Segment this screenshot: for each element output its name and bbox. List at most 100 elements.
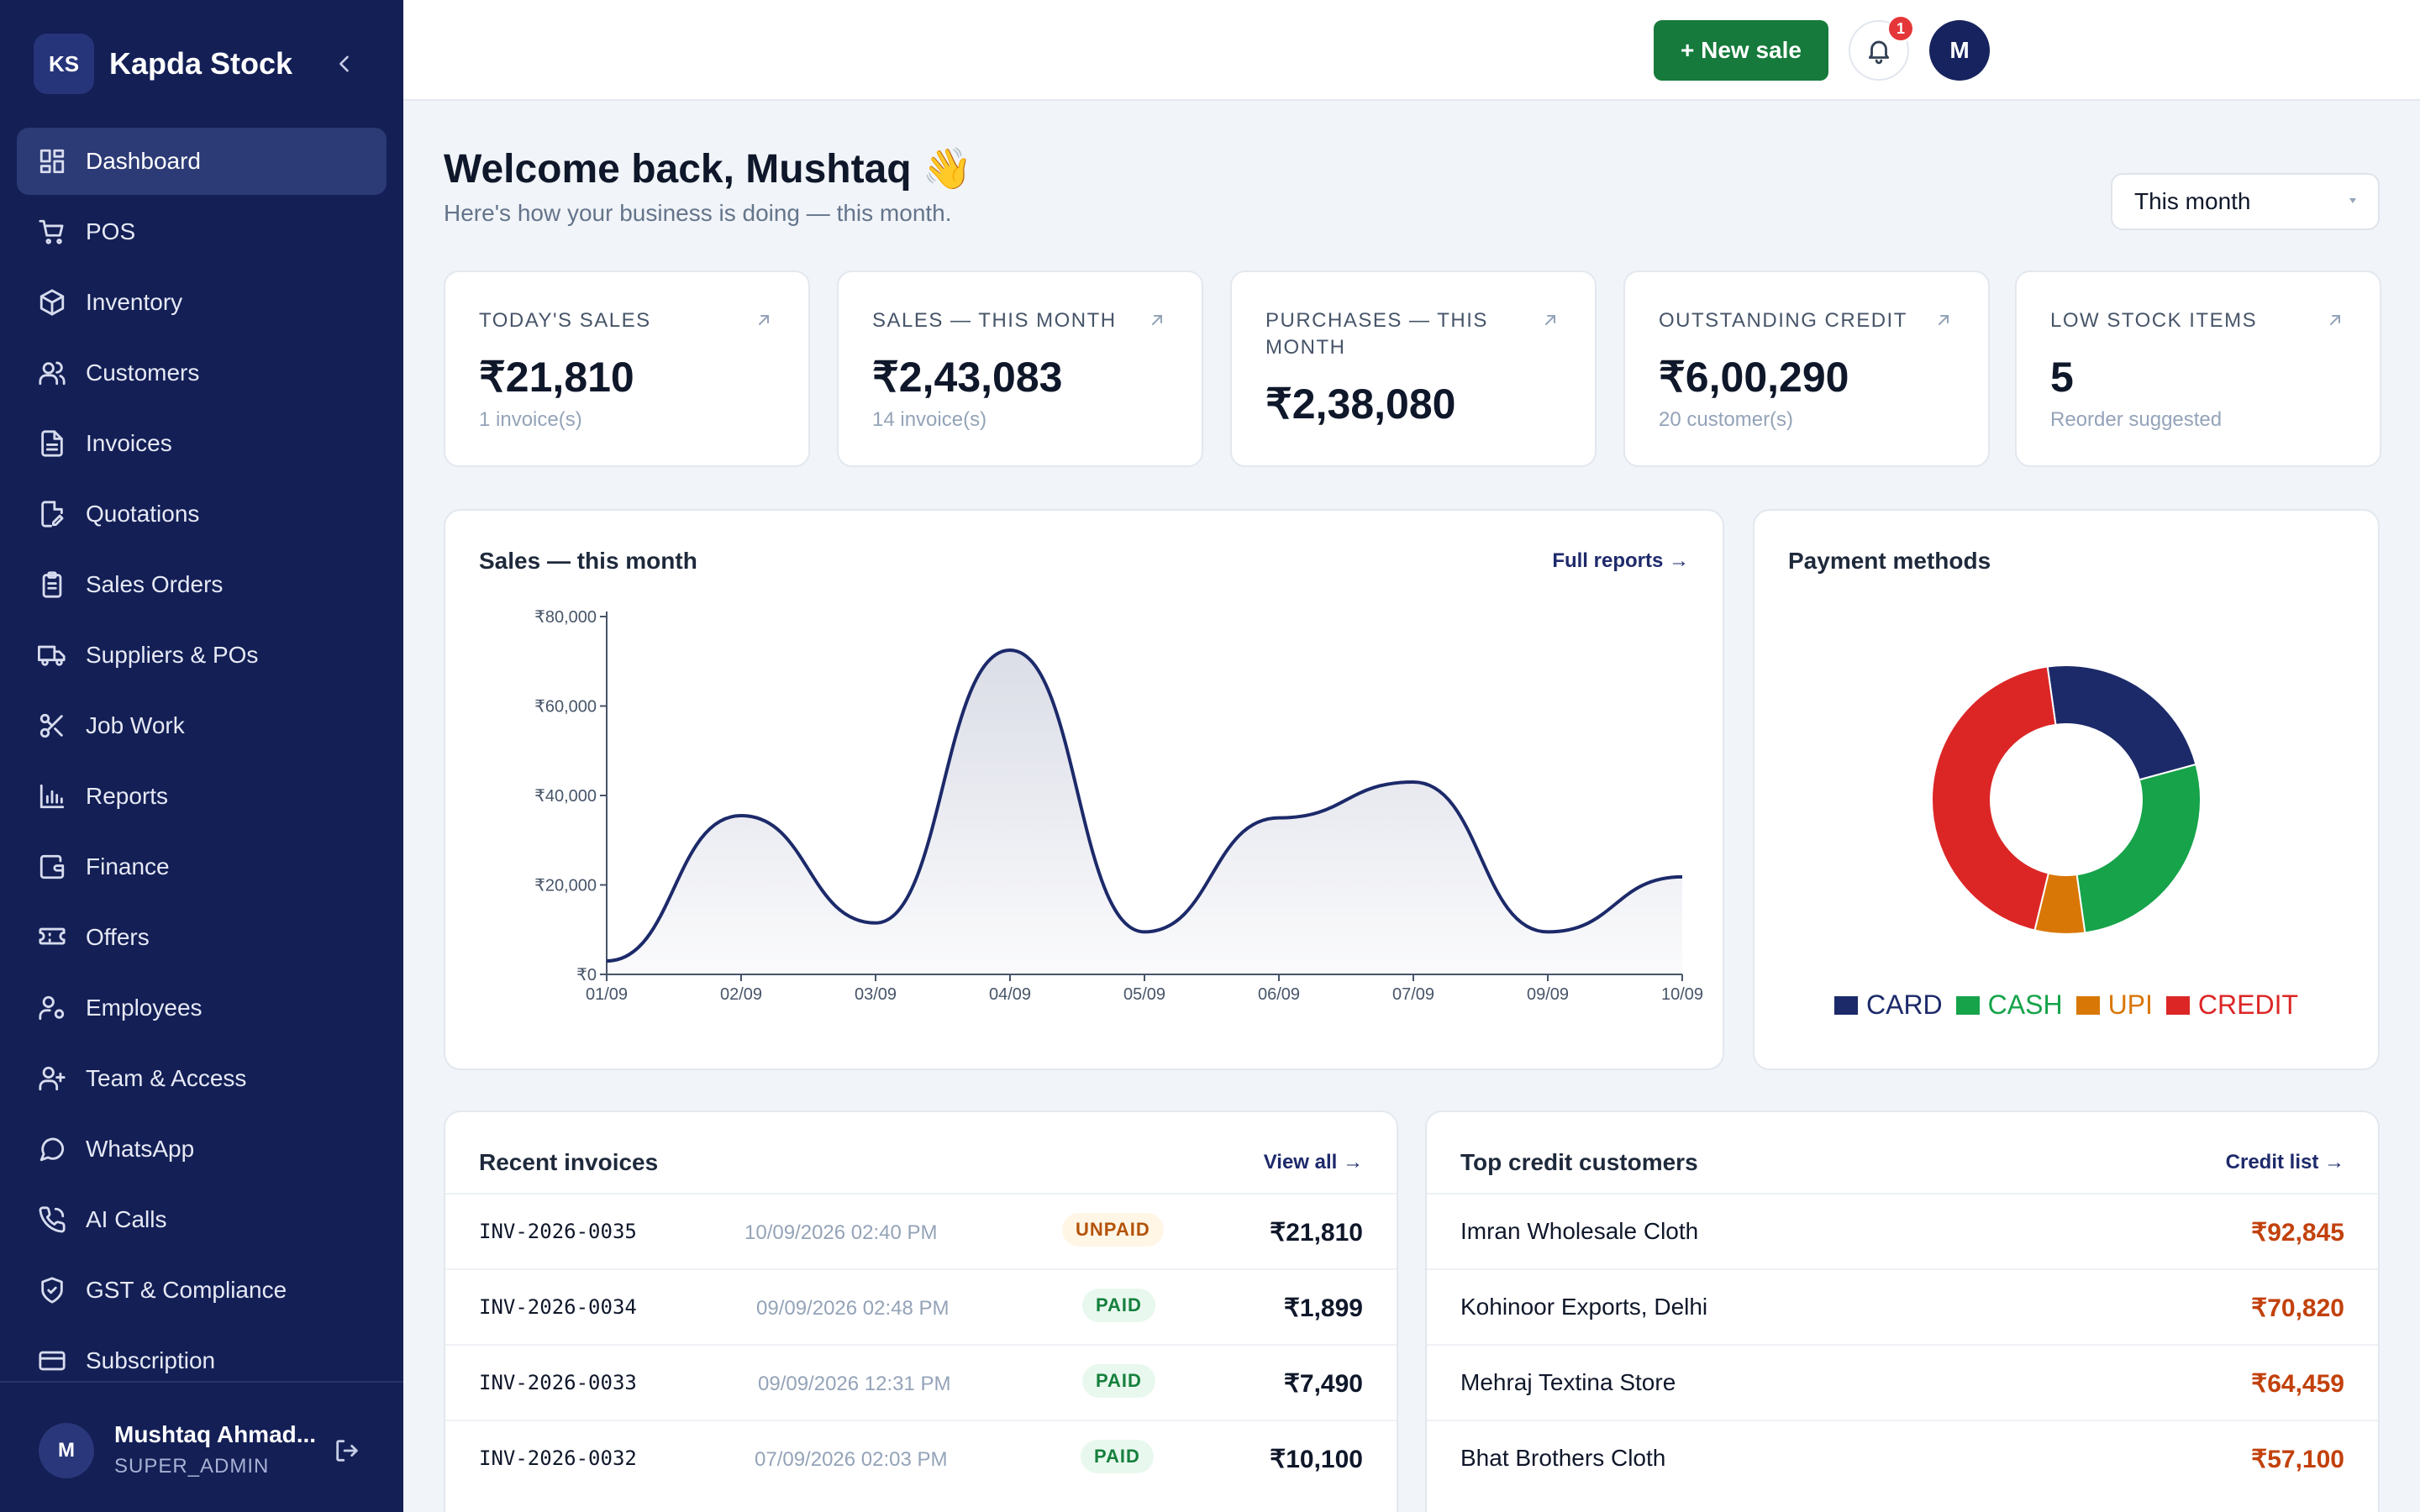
chat-icon [37, 1134, 67, 1164]
table-row[interactable]: INV-2026-0034 09/09/2026 02:48 PM PAID ₹1,8… [445, 1268, 1397, 1344]
invoice-amount: ₹10,100 [1270, 1446, 1363, 1473]
legend-item-upi[interactable]: UPI [2075, 990, 2153, 1021]
sidebar-item-job-work[interactable]: Job Work [17, 692, 387, 759]
table-row[interactable]: INV-2026-0032 07/09/2026 02:03 PM PAID ₹10,… [445, 1420, 1397, 1495]
credit-list-link[interactable]: Credit list → [2225, 1151, 2344, 1173]
sidebar-item-label: Inventory [86, 289, 183, 315]
user-plus-icon [37, 1063, 67, 1094]
donut-slice-card[interactable] [2046, 664, 2197, 781]
arrow-up-right-icon [2326, 311, 2344, 329]
sidebar-item-finance[interactable]: Finance [17, 833, 387, 900]
arrow-up-right-icon [1148, 311, 1166, 329]
sidebar-item-dashboard[interactable]: Dashboard [17, 128, 387, 195]
phone-icon [37, 1205, 67, 1235]
date-range-value: This month [2134, 188, 2251, 214]
payment-methods-panel: Payment methods CARD CASH UPI CREDIT [1753, 509, 2380, 1070]
sidebar-item-label: GST & Compliance [86, 1277, 287, 1303]
sidebar-item-customers[interactable]: Customers [17, 339, 387, 407]
topbar [403, 0, 2420, 101]
list-item[interactable]: Kohinoor Exports, Delhi ₹70,820 [1427, 1268, 2378, 1344]
sidebar-item-label: Team & Access [86, 1065, 247, 1091]
stat-card[interactable]: SALES — THIS MONTH ₹2,43,083 14 invoice(s) [837, 270, 1203, 467]
bar-chart-icon [37, 781, 67, 811]
sidebar-item-label: Employees [86, 995, 203, 1021]
legend-label: UPI [2107, 990, 2153, 1020]
sidebar-item-employees[interactable]: Employees [17, 974, 387, 1042]
legend-label: CARD [1865, 990, 1943, 1020]
stat-value: ₹2,43,083 [872, 354, 1063, 401]
sidebar-item-whatsapp[interactable]: WhatsApp [17, 1116, 387, 1183]
legend-item-credit[interactable]: CREDIT [2165, 990, 2298, 1021]
avatar[interactable]: M [39, 1423, 94, 1478]
credit-customers-title: Top credit customers [1460, 1149, 1698, 1175]
sidebar-item-label: Sales Orders [86, 571, 224, 597]
x-tick-label: 02/09 [720, 985, 762, 1004]
ticket-icon [37, 922, 67, 953]
legend-swatch [2075, 995, 2100, 1015]
stat-card[interactable]: TODAY'S SALES ₹21,810 1 invoice(s) [444, 270, 810, 467]
full-reports-link[interactable]: Full reports → [1552, 549, 1689, 572]
stat-label: SALES — THIS MONTH [872, 309, 1117, 332]
chevron-left-icon [339, 55, 349, 72]
stat-label: OUTSTANDING CREDIT [1659, 309, 1907, 332]
x-tick-label: 10/09 [1661, 985, 1703, 1004]
stat-card[interactable]: LOW STOCK ITEMS 5 Reorder suggested [2015, 270, 2381, 467]
date-range-select[interactable]: This month [2111, 173, 2380, 230]
sales-line [606, 648, 1683, 963]
table-row[interactable]: INV-2026-0033 09/09/2026 12:31 PM PAID ₹7,4… [445, 1344, 1397, 1420]
stat-card[interactable]: PURCHASES — THIS MONTH ₹2,38,080 [1230, 270, 1597, 467]
sidebar-item-pos[interactable]: POS [17, 198, 387, 265]
sidebar-item-quotations[interactable]: Quotations [17, 480, 387, 548]
payment-legend: CARD CASH UPI CREDIT [1754, 990, 2378, 1021]
invoice-amount: ₹21,810 [1270, 1219, 1363, 1247]
status-badge: UNPAID [1062, 1213, 1164, 1247]
logout-button[interactable] [333, 1436, 366, 1470]
list-item[interactable]: Bhat Brothers Cloth ₹57,100 [1427, 1420, 2378, 1495]
list-item[interactable]: Imran Wholesale Cloth ₹92,845 [1427, 1193, 2378, 1268]
status-badge: PAID [1081, 1440, 1154, 1473]
sidebar-item-label: WhatsApp [86, 1136, 195, 1162]
donut-slice-cash[interactable] [2075, 763, 2202, 934]
sales-chart-title: Sales — this month [479, 548, 697, 574]
invoice-date: 09/09/2026 12:31 PM [758, 1373, 951, 1395]
sidebar-item-reports[interactable]: Reports [17, 763, 387, 830]
brand[interactable]: KS Kapda Stock [34, 34, 292, 94]
y-tick-label: ₹60,000 [534, 698, 597, 717]
sidebar-item-subscription[interactable]: Subscription [17, 1327, 387, 1394]
legend-swatch [2165, 995, 2190, 1015]
collapse-sidebar-button[interactable] [328, 47, 361, 81]
user-name: Mushtaq Ahmad... [114, 1421, 317, 1447]
brand-logo: KS [34, 34, 94, 94]
sidebar-item-invoices[interactable]: Invoices [17, 410, 387, 477]
sidebar-item-label: Quotations [86, 501, 200, 527]
legend-item-cash[interactable]: CASH [1955, 990, 2063, 1021]
sidebar-item-suppliers-pos[interactable]: Suppliers & POs [17, 622, 387, 689]
list-item[interactable]: Mehraj Textina Store ₹64,459 [1427, 1344, 2378, 1420]
profile-avatar[interactable]: M [1929, 20, 1990, 81]
sidebar-item-sales-orders[interactable]: Sales Orders [17, 551, 387, 618]
users-icon [37, 358, 67, 388]
credit-amount: ₹57,100 [2251, 1446, 2344, 1473]
x-tick-label: 09/09 [1527, 985, 1569, 1004]
donut-slice-credit[interactable] [1931, 665, 2057, 932]
sidebar-item-label: Finance [86, 853, 170, 879]
legend-item-card[interactable]: CARD [1833, 990, 1943, 1021]
sidebar-item-label: Dashboard [86, 148, 201, 174]
invoice-date: 07/09/2026 02:03 PM [755, 1448, 948, 1471]
sidebar-item-inventory[interactable]: Inventory [17, 269, 387, 336]
sidebar-item-offers[interactable]: Offers [17, 904, 387, 971]
arrow-up-right-icon [1541, 311, 1560, 329]
stat-subtext: Reorder suggested [2050, 408, 2223, 431]
stat-card[interactable]: OUTSTANDING CREDIT ₹6,00,290 20 customer(s… [1623, 270, 1990, 467]
sidebar-item-gst-compliance[interactable]: GST & Compliance [17, 1257, 387, 1324]
view-all-invoices-link[interactable]: View all → [1263, 1151, 1363, 1173]
stat-subtext: 1 invoice(s) [479, 408, 582, 431]
x-tick-label: 01/09 [586, 985, 628, 1004]
sidebar-item-ai-calls[interactable]: AI Calls [17, 1186, 387, 1253]
user-role: SUPER_ADMIN [114, 1455, 270, 1478]
credit-amount: ₹70,820 [2251, 1294, 2344, 1322]
new-sale-button[interactable]: + New sale [1654, 20, 1828, 81]
table-row[interactable]: INV-2026-0035 10/09/2026 02:40 PM UNPAID ₹2… [445, 1193, 1397, 1268]
sidebar-item-label: AI Calls [86, 1206, 167, 1232]
sidebar-item-team-access[interactable]: Team & Access [17, 1045, 387, 1112]
